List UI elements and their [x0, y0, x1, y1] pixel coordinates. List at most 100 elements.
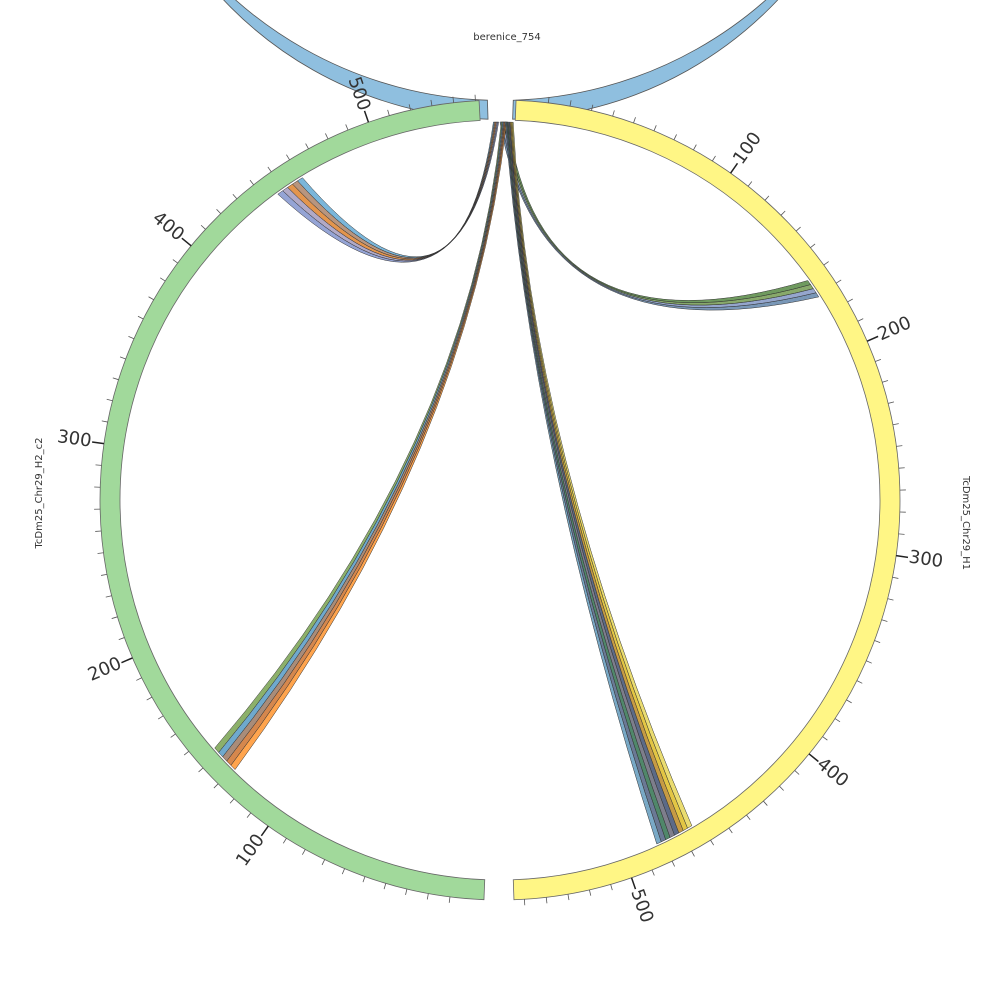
minor-tick	[213, 783, 219, 789]
minor-tick	[875, 359, 882, 362]
major-tick	[92, 441, 105, 445]
minor-tick	[610, 884, 613, 891]
minor-tick	[887, 598, 894, 601]
tick-label: 300	[56, 426, 93, 452]
ribbon	[222, 121, 505, 762]
ribbon	[226, 121, 506, 766]
minor-tick	[106, 398, 113, 402]
minor-tick	[892, 423, 899, 426]
minor-tick	[856, 680, 863, 684]
minor-tick	[671, 860, 676, 867]
minor-tick	[200, 224, 206, 230]
minor-tick	[763, 800, 768, 806]
minor-tick	[747, 181, 753, 187]
minor-tick	[835, 279, 842, 284]
minor-tick	[305, 143, 309, 150]
segment-label: TcDm25_Chr29_H1	[960, 475, 971, 570]
minor-tick	[148, 296, 154, 301]
minor-tick	[183, 751, 190, 756]
minor-tick	[302, 849, 306, 855]
diagram-title: berenice_754	[473, 32, 540, 43]
minor-tick	[569, 100, 572, 107]
minor-tick	[405, 888, 408, 895]
minor-tick	[246, 812, 252, 818]
minor-tick	[653, 125, 657, 131]
minor-tick	[693, 144, 697, 151]
ribbon	[214, 121, 503, 753]
minor-tick	[857, 318, 864, 322]
minor-tick	[426, 893, 429, 900]
minor-tick	[128, 335, 135, 340]
minor-tick	[383, 883, 387, 890]
minor-tick	[567, 894, 570, 901]
major-tick	[121, 657, 133, 664]
segment	[223, 0, 779, 120]
minor-tick	[892, 576, 899, 579]
minor-tick	[229, 798, 235, 804]
ribbon	[509, 121, 684, 834]
minor-tick	[589, 889, 592, 896]
minor-tick	[101, 420, 108, 423]
minor-tick	[159, 277, 166, 282]
major-tick	[896, 554, 909, 559]
minor-tick	[118, 637, 125, 641]
minor-tick	[866, 660, 872, 664]
ribbon	[505, 121, 811, 303]
minor-tick	[97, 552, 104, 554]
minor-tick	[612, 110, 615, 117]
major-tick	[808, 753, 819, 763]
minor-tick	[746, 814, 751, 821]
major-tick	[260, 825, 269, 837]
minor-tick	[633, 117, 636, 124]
minor-tick	[896, 445, 903, 447]
major-tick	[181, 237, 192, 247]
minor-tick	[216, 209, 222, 214]
minor-tick	[780, 210, 786, 216]
minor-tick	[888, 401, 895, 404]
minor-tick	[387, 109, 390, 116]
minor-tick	[105, 595, 112, 598]
minor-tick	[710, 839, 715, 846]
minor-tick	[452, 96, 455, 103]
minor-tick	[170, 733, 176, 738]
minor-tick	[834, 718, 841, 723]
minor-tick	[545, 897, 548, 904]
minor-tick	[810, 243, 816, 249]
minor-tick	[408, 104, 411, 111]
minor-tick	[728, 827, 733, 834]
tick-label: 200	[85, 653, 125, 686]
minor-tick	[822, 736, 828, 741]
major-tick	[363, 110, 370, 123]
minor-tick	[795, 226, 801, 232]
minor-tick	[136, 677, 142, 681]
minor-tick	[591, 104, 594, 111]
minor-tick	[711, 155, 716, 162]
minor-tick	[547, 96, 550, 103]
ribbon	[230, 121, 507, 770]
minor-tick	[100, 573, 108, 576]
minor-tick	[172, 259, 178, 264]
minor-tick	[286, 154, 290, 161]
minor-tick	[898, 533, 905, 535]
minor-tick	[651, 869, 655, 876]
minor-tick	[157, 715, 164, 720]
ribbon	[511, 121, 693, 829]
major-tick	[866, 335, 879, 342]
tick-label: 500	[626, 886, 657, 925]
minor-tick	[881, 619, 888, 622]
minor-tick	[691, 850, 695, 857]
tick-label: 400	[813, 754, 853, 792]
segment-label: TcDm25_Chr29_H2_c2	[34, 438, 45, 550]
minor-tick	[249, 179, 254, 186]
minor-tick	[267, 166, 272, 173]
minor-tick	[882, 380, 889, 383]
minor-tick	[846, 699, 852, 704]
minor-tick	[673, 134, 677, 140]
ribbon	[508, 121, 680, 836]
minor-tick	[325, 133, 329, 140]
segment	[99, 100, 486, 901]
minor-tick	[448, 896, 451, 903]
minor-tick	[198, 767, 204, 773]
